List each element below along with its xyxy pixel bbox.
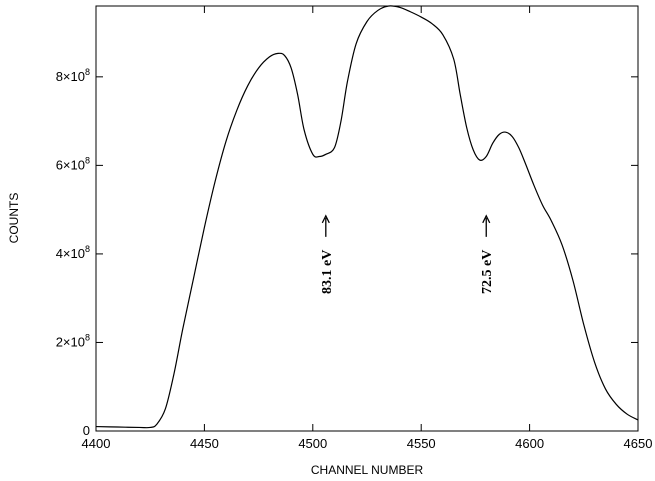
annotation-label: 72.5 eV (480, 250, 495, 294)
y-axis-title: COUNTS (7, 193, 21, 244)
annotations: 83.1 eV 72.5 eV (320, 214, 495, 294)
x-tick-label: 4400 (82, 436, 111, 451)
y-tick-label: 4×108 (56, 244, 90, 261)
x-axis-title: CHANNEL NUMBER (311, 463, 424, 477)
y-tick-label: 2×108 (56, 332, 90, 349)
x-tick-label: 4450 (190, 436, 219, 451)
x-axis-ticks: 4400 4450 4500 4550 4600 4650 (82, 6, 653, 451)
x-tick-label: 4550 (407, 436, 436, 451)
annotation-arrow-head (482, 214, 491, 224)
counts-series-line (95, 5, 639, 429)
annotation: 83.1 eV (320, 214, 335, 294)
y-tick-label: 0 (83, 423, 90, 438)
plot-frame (95, 5, 639, 432)
x-tick-label: 4600 (515, 436, 544, 451)
x-tick-label: 4500 (298, 436, 327, 451)
annotation: 72.5 eV (480, 214, 495, 294)
x-tick-label: 4650 (624, 436, 653, 451)
annotation-arrow-head (321, 214, 330, 224)
annotation-label: 83.1 eV (320, 250, 335, 294)
y-tick-label: 8×108 (56, 67, 90, 84)
y-axis-ticks: 0 2×108 4×108 6×108 8×108 (56, 67, 638, 438)
y-tick-label: 6×108 (56, 155, 90, 172)
